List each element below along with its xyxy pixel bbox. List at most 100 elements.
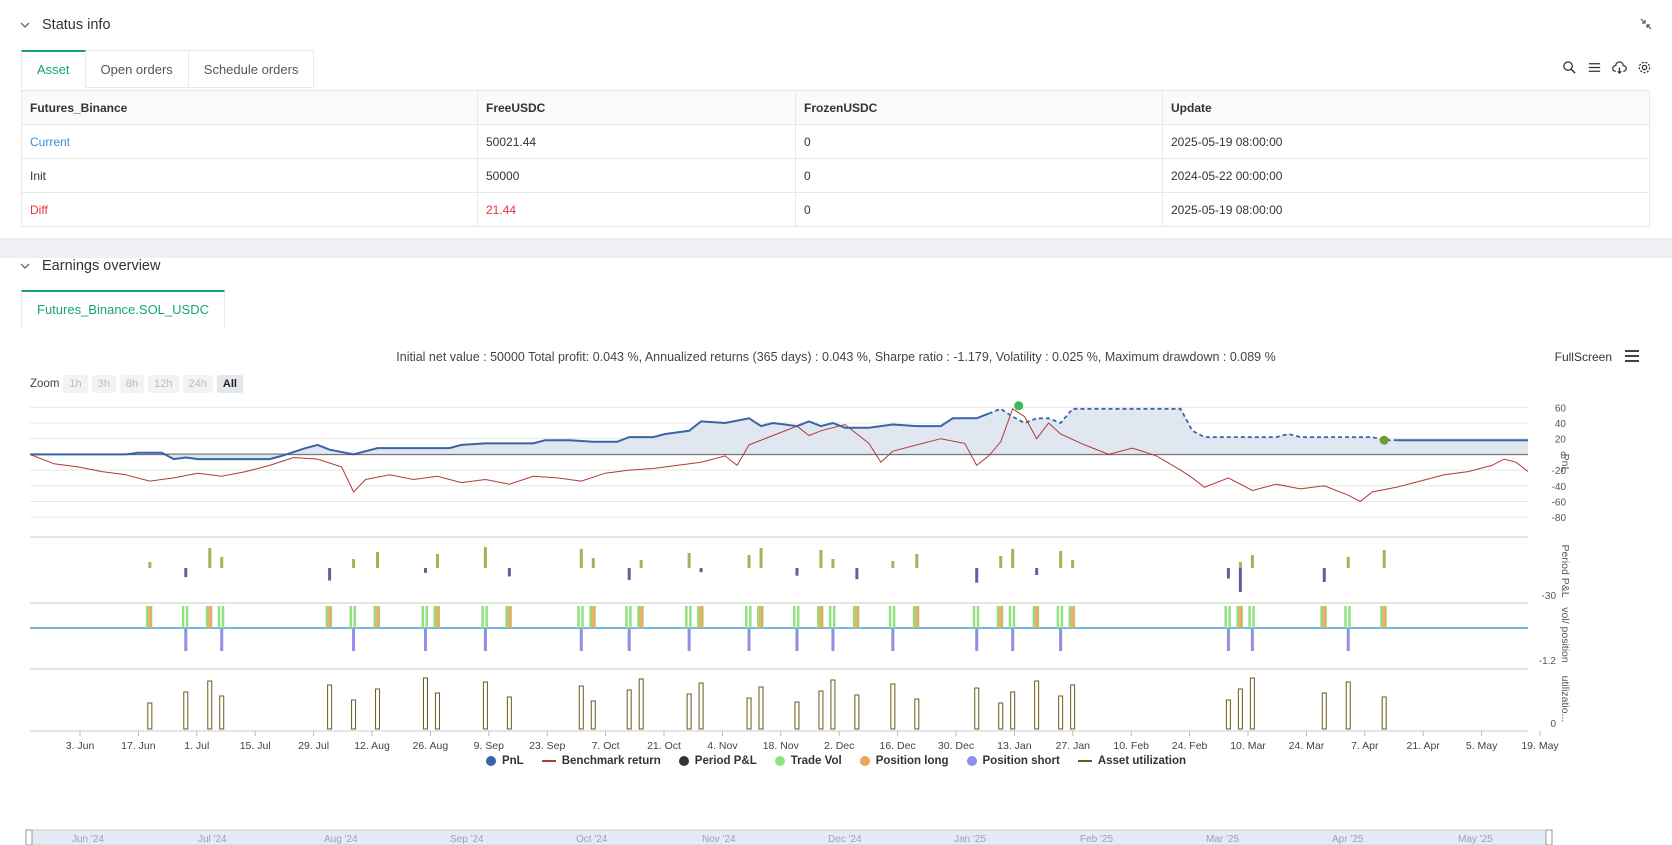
chevron-down-icon[interactable] bbox=[20, 20, 30, 30]
period-pnl-bar bbox=[915, 554, 919, 568]
period-pnl-bar bbox=[1071, 560, 1075, 568]
legend-item-position-short[interactable]: Position short bbox=[966, 755, 1060, 767]
legend-item-pnl[interactable]: PnL bbox=[485, 755, 524, 767]
trade-vol-bar bbox=[1228, 606, 1231, 628]
zoom-1h-button[interactable]: 1h bbox=[63, 375, 88, 393]
x-tick-label: 30. Dec bbox=[938, 740, 974, 752]
utilization-bar bbox=[1321, 692, 1327, 730]
trade-vol-bar bbox=[353, 606, 357, 628]
position-short-bar bbox=[579, 629, 583, 651]
x-tick-label: 10. Feb bbox=[1113, 740, 1149, 752]
zoom-8h-button[interactable]: 8h bbox=[119, 375, 145, 393]
earnings-header[interactable]: Earnings overview bbox=[20, 258, 160, 274]
legend-label: PnL bbox=[501, 755, 524, 767]
chart-menu-icon[interactable] bbox=[1624, 349, 1640, 363]
settings-icon[interactable] bbox=[1637, 60, 1652, 75]
status-info-header[interactable]: Status info bbox=[20, 17, 111, 33]
legend-item-asset-utilization[interactable]: Asset utilization bbox=[1077, 755, 1186, 767]
pane-tick-label: 0 bbox=[1550, 719, 1556, 730]
position-long-bar bbox=[507, 606, 512, 628]
trade-vol-bar bbox=[697, 606, 700, 628]
earnings-title: Earnings overview bbox=[42, 258, 161, 274]
tab-asset[interactable]: Asset bbox=[21, 50, 86, 88]
trade-vol-bar bbox=[349, 606, 353, 628]
period-pnl-bar bbox=[1059, 551, 1063, 568]
trade-vol-bar bbox=[972, 606, 976, 628]
navigator-tick-label: Apr '25 bbox=[1332, 834, 1364, 845]
period-pnl-bar bbox=[855, 568, 859, 580]
row-name-current[interactable]: Current bbox=[21, 124, 478, 159]
x-tick-label: 5. May bbox=[1466, 740, 1498, 752]
navigator-tick-label: Sep '24 bbox=[450, 834, 484, 845]
zoom-all-button[interactable]: All bbox=[216, 375, 243, 393]
tab-schedule-orders[interactable]: Schedule orders bbox=[188, 50, 315, 88]
table-row: Diff 21.44 0 2025-05-19 08:00:00 bbox=[21, 192, 1650, 227]
x-tick-label: 21. Oct bbox=[647, 740, 681, 752]
period-pnl-bar bbox=[687, 553, 691, 568]
period-pnl-bar bbox=[831, 559, 835, 568]
col-header: FreeUSDC bbox=[477, 90, 796, 125]
row-name-init: Init bbox=[21, 158, 478, 193]
trade-vol-bar bbox=[325, 606, 329, 628]
position-long-bar bbox=[147, 606, 152, 628]
fullscreen-button[interactable]: FullScreen bbox=[1554, 350, 1612, 364]
search-icon[interactable] bbox=[1562, 60, 1577, 75]
status-tabs: Asset Open orders Schedule orders bbox=[21, 50, 315, 88]
col-header: FrozenUSDC bbox=[795, 90, 1163, 125]
utilization-bar bbox=[578, 685, 584, 730]
earnings-tabs: Futures_Binance.SOL_USDC bbox=[21, 290, 225, 328]
position-short-bar bbox=[975, 629, 979, 651]
x-tick-label: 4. Nov bbox=[707, 740, 738, 752]
legend-item-period-pnl[interactable]: Period P&L bbox=[678, 755, 757, 767]
position-long-bar bbox=[327, 606, 332, 628]
utilization-bar bbox=[506, 696, 512, 730]
utilization-bar bbox=[818, 690, 824, 730]
x-tick-label: 17. Jun bbox=[121, 740, 156, 752]
period-pnl-bar bbox=[699, 568, 703, 573]
zoom-24h-button[interactable]: 24h bbox=[182, 375, 213, 393]
legend-item-position-long[interactable]: Position long bbox=[859, 755, 949, 767]
navigator-tick-label: Nov '24 bbox=[702, 834, 736, 845]
col-header: Futures_Binance bbox=[21, 90, 478, 125]
period-pnl-bar bbox=[328, 568, 332, 581]
legend-label: Position long bbox=[875, 755, 949, 767]
trade-vol-bar bbox=[1348, 606, 1351, 628]
tab-futures-binance-sol-usdc[interactable]: Futures_Binance.SOL_USDC bbox=[21, 290, 225, 328]
pnl-tick-label: -60 bbox=[1552, 497, 1567, 508]
cell-free: 50000 bbox=[477, 158, 796, 193]
position-long-bar bbox=[375, 606, 380, 628]
utilization-bar bbox=[1225, 699, 1231, 730]
cell-frozen: 0 bbox=[795, 158, 1163, 193]
position-short-bar bbox=[1011, 629, 1015, 651]
trade-vol-bar bbox=[1068, 606, 1072, 628]
list-icon[interactable] bbox=[1587, 60, 1602, 75]
legend-marker bbox=[966, 756, 977, 766]
zoom-12h-button[interactable]: 12h bbox=[148, 375, 179, 393]
utilization-bar bbox=[183, 691, 189, 730]
earnings-chart: 60 40 20 0 -20 -40 -60 -80 PnL Period P&L vol/ pos… bbox=[25, 401, 1571, 845]
legend-item-trade-vol[interactable]: Trade Vol bbox=[774, 755, 842, 767]
legend-item-benchmark[interactable]: Benchmark return bbox=[541, 755, 661, 767]
pnl-tick-label: 0 bbox=[1560, 450, 1566, 461]
trade-vol-bar bbox=[205, 606, 209, 628]
chevron-down-icon[interactable] bbox=[20, 261, 30, 271]
trade-vol-bar bbox=[485, 606, 488, 628]
collapse-icon[interactable] bbox=[1640, 18, 1652, 30]
period-pnl-bar bbox=[220, 557, 224, 568]
utilization-bar bbox=[854, 694, 860, 730]
zoom-3h-button[interactable]: 3h bbox=[91, 375, 116, 393]
trade-vol-bar bbox=[625, 606, 628, 628]
x-tick-label: 16. Dec bbox=[880, 740, 916, 752]
period-pnl-bar bbox=[627, 568, 631, 580]
period-pnl-bar bbox=[208, 548, 212, 568]
x-tick-label: 27. Jan bbox=[1056, 740, 1091, 752]
trade-vol-bar bbox=[892, 606, 896, 628]
x-tick-label: 26. Aug bbox=[413, 740, 449, 752]
position-long-bar bbox=[818, 606, 823, 628]
utilization-bar bbox=[1058, 695, 1064, 730]
trade-vol-bar bbox=[505, 606, 508, 628]
cloud-download-icon[interactable] bbox=[1612, 60, 1627, 75]
tab-open-orders[interactable]: Open orders bbox=[85, 50, 189, 88]
table-toolbar bbox=[1562, 60, 1652, 75]
trade-vol-bar bbox=[1320, 606, 1323, 628]
